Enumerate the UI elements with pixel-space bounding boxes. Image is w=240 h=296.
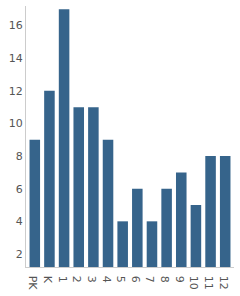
svg-text:10: 10 — [187, 276, 200, 290]
svg-text:16: 16 — [9, 19, 23, 32]
svg-text:14: 14 — [9, 52, 23, 65]
svg-text:8: 8 — [158, 276, 171, 283]
svg-text:9: 9 — [173, 276, 186, 283]
svg-text:3: 3 — [85, 276, 98, 283]
svg-text:10: 10 — [9, 117, 23, 130]
svg-text:6: 6 — [16, 183, 23, 196]
svg-text:12: 12 — [217, 276, 230, 290]
svg-text:5: 5 — [114, 276, 127, 283]
svg-text:6: 6 — [129, 276, 142, 283]
svg-text:4: 4 — [100, 276, 113, 283]
svg-text:4: 4 — [16, 215, 23, 228]
svg-text:PK: PK — [26, 276, 39, 291]
svg-text:8: 8 — [16, 150, 23, 163]
svg-text:2: 2 — [16, 248, 23, 261]
svg-text:1: 1 — [56, 276, 69, 283]
svg-text:12: 12 — [9, 85, 23, 98]
svg-text:11: 11 — [202, 276, 215, 290]
svg-text:7: 7 — [143, 276, 156, 283]
svg-text:K: K — [41, 276, 54, 284]
svg-text:2: 2 — [70, 276, 83, 283]
